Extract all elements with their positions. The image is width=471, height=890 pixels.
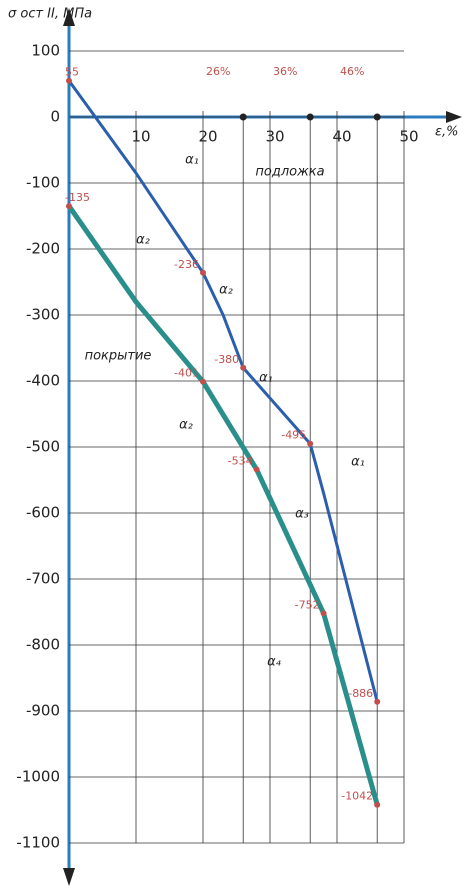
value-label: -534 [228,454,253,467]
series-name: покрытие [85,349,152,364]
value-label: -401 [174,367,199,380]
value-label: -886 [348,687,373,700]
data-point [374,698,381,705]
y-tick-label: -800 [26,636,60,654]
y-tick-label: -400 [26,372,60,390]
x-tick-label: 20 [198,128,217,146]
data-point [307,440,314,447]
angle-label: α₁ [185,153,199,168]
y-tick-label: -300 [26,306,60,324]
x-tick-label: 30 [265,128,284,146]
data-point [320,610,327,617]
data-point [374,801,381,808]
value-label: -135 [65,191,90,204]
marked-label: 26% [206,65,230,78]
y-tick-label: 0 [50,108,60,126]
x-tick-label: 10 [131,128,150,146]
series-name: подложка [255,165,324,180]
marked-point [373,113,381,121]
y-tick-label: -500 [26,438,60,456]
data-point [253,466,260,473]
x-axis-label: ε,% [435,125,459,140]
data-point [200,269,206,276]
marked-label: 46% [340,65,364,78]
angle-label: α₂ [136,233,150,248]
y-tick-label: -900 [26,702,60,720]
x-tick-label: 40 [332,128,351,146]
angle-label: α₁ [351,455,365,470]
series-line [67,79,379,703]
y-axis-label: σ ост II, МПа [8,7,92,22]
data-point [66,203,72,210]
angle-label: α₁ [259,371,273,386]
series-line [66,204,380,806]
y-tick-label: 100 [31,42,60,60]
angle-label: α₃ [295,507,309,522]
y-tick-label: -1100 [16,834,60,852]
marked-label: 36% [273,65,297,78]
value-label: -1042 [341,790,373,803]
data-point [200,378,206,385]
angle-label: α₂ [179,418,193,433]
angle-label: α₄ [267,655,282,670]
marked-point [306,113,314,121]
value-label: -380 [214,353,239,366]
value-label: -752 [295,598,320,611]
data-point [66,77,72,84]
value-label: -236 [174,258,199,271]
marked-point [239,113,247,121]
y-tick-label: -100 [26,174,60,192]
data-point [240,364,247,371]
angle-label: α₂ [219,283,233,298]
value-label: -495 [281,429,306,442]
value-label: 55 [65,66,79,79]
y-tick-label: -200 [26,240,60,258]
y-tick-label: -600 [26,504,60,522]
y-tick-label: -1000 [16,768,60,786]
y-tick-label: -700 [26,570,60,588]
x-tick-label: 50 [399,128,418,146]
